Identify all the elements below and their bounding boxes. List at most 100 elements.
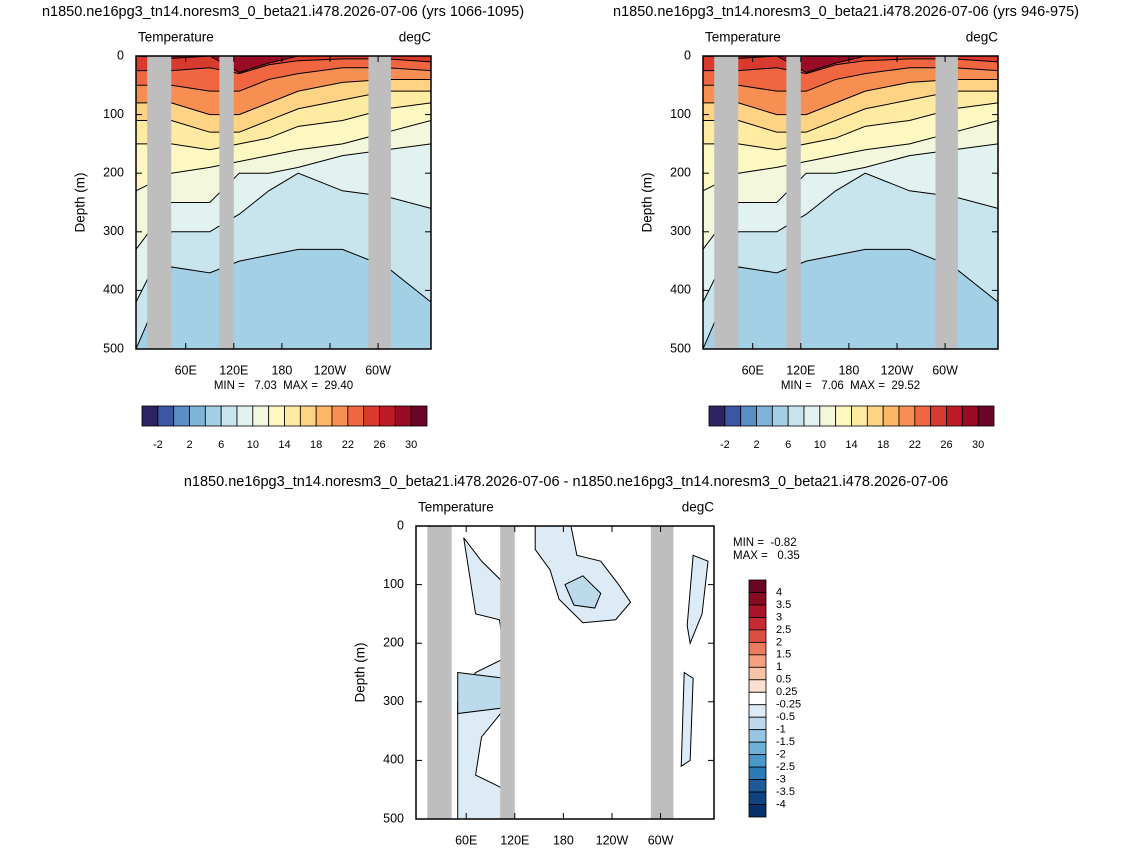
colorbar-box [724, 405, 742, 427]
colorbar-box [882, 405, 900, 427]
contour-field [703, 56, 998, 349]
y-tick-label: 0 [397, 518, 404, 532]
colorbar-box [748, 592, 767, 606]
colorbar-box [851, 405, 868, 427]
x-tick-label: 120E [219, 363, 248, 377]
colorbar-box [379, 405, 396, 427]
colorbar-box [173, 405, 190, 427]
contour-line [136, 56, 431, 73]
subtitle-right: degC [399, 30, 432, 45]
colorbar-box [748, 654, 767, 668]
colorbar-label: 26 [940, 439, 952, 451]
x-tick-label: 60W [648, 833, 674, 847]
colorbar-label: 22 [342, 439, 354, 451]
stats: MAX = 0.35 [733, 550, 800, 562]
colorbar-label: 0.5 [776, 674, 791, 686]
colorbar-box [748, 666, 767, 681]
colorbar-label: 22 [909, 439, 921, 451]
y-tick-label: 0 [117, 48, 124, 62]
colorbar-box [819, 405, 837, 427]
subtitle-right: degC [966, 30, 999, 45]
x-tick-label: 60E [742, 363, 764, 377]
colorbar-box [394, 405, 412, 427]
colorbar-box [347, 405, 365, 427]
colorbar-box [748, 691, 767, 706]
colorbar-box [748, 729, 767, 743]
x-tick-label: 60W [365, 363, 391, 377]
colorbar-box [410, 405, 428, 427]
contour-line [703, 56, 998, 73]
contour-patch [680, 671, 694, 768]
colorbar-box [363, 405, 380, 427]
subtitle-left: Temperature [138, 30, 214, 45]
colorbar-box [898, 405, 916, 427]
colorbar-box [748, 617, 767, 631]
colorbar-label: 14 [278, 439, 290, 451]
y-tick-label: 100 [103, 107, 124, 121]
contour-patch [686, 554, 709, 646]
x-tick-label: 120W [881, 363, 914, 377]
y-tick-label: 200 [383, 635, 404, 649]
y-tick-label: 500 [103, 341, 124, 355]
colorbar-label: 1.5 [776, 649, 791, 661]
y-axis-label: Depth (m) [353, 642, 368, 702]
colorbar-label: 18 [877, 439, 889, 451]
chart-title: n1850.ne16pg3_tn14.noresm3_0_beta21.i478… [184, 474, 948, 490]
x-tick-label: 120W [314, 363, 347, 377]
colorbar-label: 2 [776, 636, 782, 648]
stats: MIN = -0.82 [733, 537, 797, 549]
x-tick-label: 120E [786, 363, 815, 377]
colorbar-label: 2 [186, 439, 192, 451]
plot-frame [135, 55, 432, 350]
y-axis-label: Depth (m) [640, 172, 655, 232]
colorbar-box [930, 405, 947, 427]
x-tick-label: 60E [175, 363, 197, 377]
colorbar-label: 1 [776, 661, 782, 673]
colorbar-box [748, 629, 767, 643]
x-tick-label: 120E [500, 833, 529, 847]
colorbar-box [748, 704, 767, 718]
y-tick-label: 400 [670, 283, 691, 297]
colorbar-box [748, 754, 767, 768]
colorbar-box [748, 766, 767, 780]
colorbar-box [756, 405, 773, 427]
colorbar-label: 3.5 [776, 599, 791, 611]
colorbar-label: 26 [373, 439, 385, 451]
land-mask [219, 56, 234, 349]
contour-patch [457, 671, 506, 715]
land-mask [650, 526, 674, 819]
colorbar-box [331, 405, 349, 427]
colorbar-label: 10 [247, 439, 259, 451]
x-tick-label: 120W [596, 833, 629, 847]
colorbar-label: -4 [776, 798, 786, 810]
y-tick-label: 500 [670, 341, 691, 355]
plot-frame [415, 525, 715, 820]
colorbar-label: -2 [153, 439, 163, 451]
colorbar-label: -3.5 [776, 786, 795, 798]
chart-title: n1850.ne16pg3_tn14.noresm3_0_beta21.i478… [613, 4, 1079, 20]
colorbar-label: 4 [776, 586, 782, 598]
colorbar-label: -2 [776, 749, 786, 761]
colorbar-label: 6 [218, 439, 224, 451]
colorbar-box [748, 604, 767, 618]
y-tick-label: 500 [383, 811, 404, 825]
colorbar-box [268, 405, 285, 427]
contour-band [136, 56, 431, 74]
contour-field [416, 526, 714, 819]
land-mask [935, 56, 958, 349]
land-mask [427, 526, 452, 819]
plot-frame [702, 55, 999, 350]
colorbar-label: 0.25 [776, 686, 797, 698]
contour-field [136, 56, 431, 349]
contour-patch [564, 575, 602, 609]
colorbar-box [220, 405, 238, 427]
colorbar-box [961, 405, 979, 427]
colorbar-box [748, 579, 767, 593]
colorbar-box [236, 405, 254, 427]
colorbar-box [315, 405, 333, 427]
y-tick-label: 0 [684, 48, 691, 62]
land-mask [368, 56, 391, 349]
stats: MIN = 7.06 MAX = 29.52 [781, 380, 920, 392]
colorbar-box [299, 405, 317, 427]
